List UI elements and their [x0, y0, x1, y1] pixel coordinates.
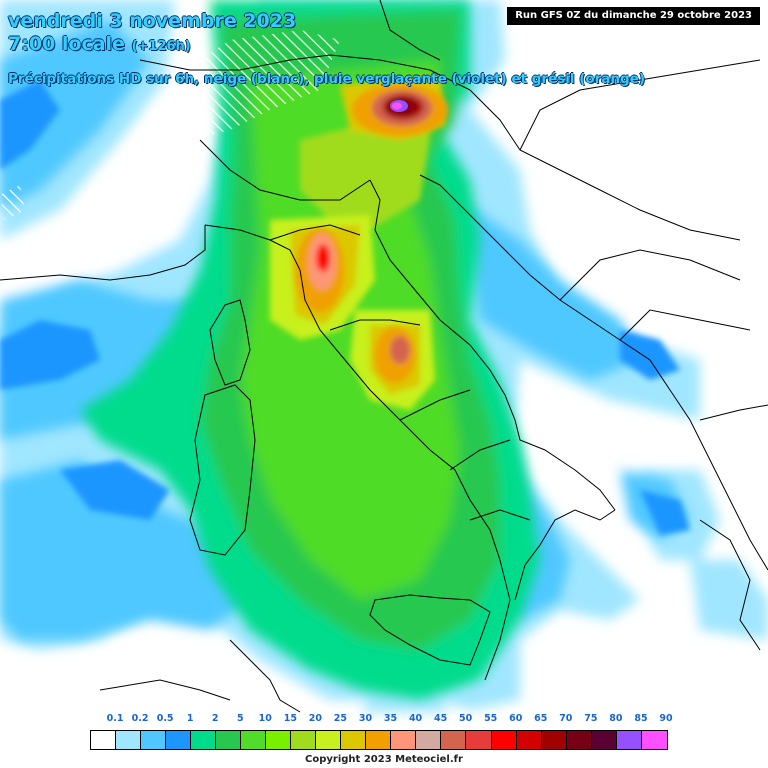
- legend-label: 80: [609, 713, 623, 724]
- precipitation-legend: 0.1 0.2 0.5 1 2 5 10 15 20 25 30 35 40 45 50 55 60 65 70 75…: [90, 713, 673, 751]
- legend-label: 50: [459, 713, 473, 724]
- legend-labels: 0.1 0.2 0.5 1 2 5 10 15 20 25 30 35 40 45 50 55 60 65 70 75…: [90, 713, 673, 727]
- legend-label: 0.2: [131, 713, 149, 724]
- legend-label: 70: [559, 713, 573, 724]
- snow-area-west: [0, 185, 25, 220]
- legend-swatch: [641, 731, 667, 749]
- legend-swatch: [241, 731, 267, 749]
- run-info-badge: Run GFS 0Z du dimanche 29 octobre 2023: [507, 7, 760, 25]
- legend-swatch: [191, 731, 217, 749]
- legend-swatch: [591, 731, 617, 749]
- legend-label: 60: [509, 713, 523, 724]
- legend-swatches: [90, 730, 668, 750]
- legend-swatch: [141, 731, 167, 749]
- copyright: Copyright 2023 Meteociel.fr: [305, 754, 463, 765]
- forecast-lead-time: (+126h): [131, 39, 191, 54]
- precip-dark-blue: [0, 80, 690, 535]
- legend-swatch: [316, 731, 342, 749]
- legend-swatch: [491, 731, 517, 749]
- legend-label: 55: [484, 713, 498, 724]
- freezing-rain-peak: [392, 102, 402, 110]
- legend-label: 40: [408, 713, 423, 724]
- legend-swatch: [441, 731, 467, 749]
- forecast-date: vendredi 3 novembre 2023: [8, 10, 297, 32]
- forecast-time-value: 7:00 locale: [8, 33, 125, 55]
- legend-swatch: [91, 731, 117, 749]
- legend-label: 0.1: [106, 713, 124, 724]
- legend-swatch: [541, 731, 567, 749]
- precip-heavy-cores: [296, 84, 448, 383]
- legend-label: 20: [308, 713, 323, 724]
- map-subtitle: Précipitations HD sur 6h, neige (blanc),…: [8, 71, 646, 87]
- legend-swatch: [266, 731, 292, 749]
- legend-swatch: [216, 731, 242, 749]
- legend-swatch: [366, 731, 392, 749]
- legend-label: 75: [584, 713, 598, 724]
- legend-label: 90: [659, 713, 673, 724]
- legend-label: 25: [333, 713, 348, 724]
- legend-swatch: [416, 731, 442, 749]
- legend-swatch: [516, 731, 542, 749]
- legend-swatch: [291, 731, 317, 749]
- legend-swatch: [341, 731, 367, 749]
- legend-swatch: [166, 731, 192, 749]
- legend-swatch: [391, 731, 417, 749]
- legend-label: 15: [283, 713, 297, 724]
- legend-label: 45: [433, 713, 448, 724]
- legend-label: 30: [358, 713, 373, 724]
- legend-label: 5: [236, 713, 244, 724]
- legend-label: 0.5: [156, 713, 174, 724]
- legend-label: 85: [634, 713, 648, 724]
- legend-label: 35: [383, 713, 398, 724]
- legend-label: 65: [534, 713, 548, 724]
- legend-label: 2: [211, 713, 219, 724]
- coastlines: [0, 0, 768, 713]
- snow-area: [170, 30, 340, 140]
- legend-swatch: [566, 731, 592, 749]
- legend-label: 10: [258, 713, 272, 724]
- precip-medium-blue: [0, 20, 690, 640]
- legend-swatch: [466, 731, 492, 749]
- legend-swatch: [616, 731, 642, 749]
- legend-label: 1: [186, 713, 194, 724]
- legend-swatch: [116, 731, 142, 749]
- forecast-time: 7:00 locale (+126h): [8, 33, 191, 55]
